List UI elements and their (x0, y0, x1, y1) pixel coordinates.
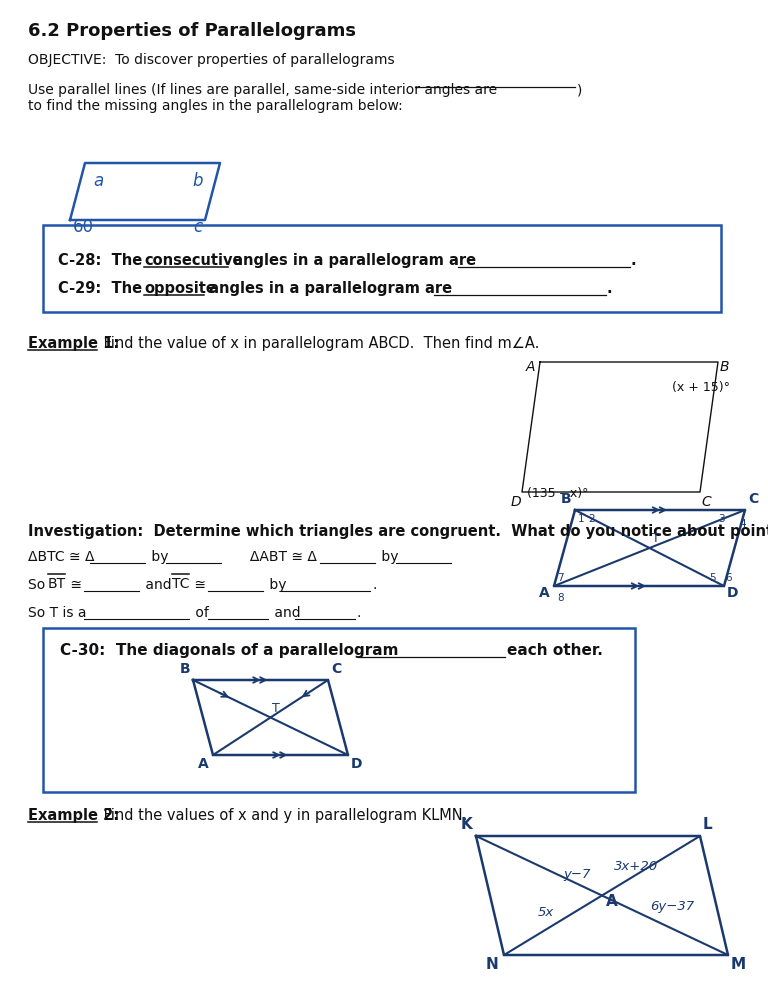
Text: A: A (526, 360, 535, 374)
Text: 3x+20: 3x+20 (614, 860, 658, 873)
Text: angles in a parallelogram are: angles in a parallelogram are (204, 281, 452, 296)
Text: B: B (720, 360, 730, 374)
Text: C: C (331, 662, 341, 676)
Text: ≅: ≅ (190, 578, 206, 592)
Text: by: by (377, 550, 403, 564)
Text: T: T (651, 532, 659, 545)
Text: BT: BT (48, 577, 66, 591)
Text: ≅: ≅ (66, 578, 82, 592)
Text: K: K (461, 817, 473, 832)
Text: 3: 3 (718, 514, 725, 524)
Text: D: D (727, 586, 739, 600)
Text: 1: 1 (578, 514, 584, 524)
Text: TC: TC (172, 577, 190, 591)
Text: by: by (265, 578, 286, 592)
Text: angles in a parallelogram are: angles in a parallelogram are (228, 253, 476, 268)
Text: T: T (273, 703, 280, 716)
Text: a: a (93, 172, 103, 190)
Text: .: . (607, 281, 613, 296)
Text: 6y−37: 6y−37 (650, 900, 694, 913)
Text: C-29:  The: C-29: The (58, 281, 147, 296)
Text: to find the missing angles in the parallelogram below:: to find the missing angles in the parall… (28, 99, 402, 113)
Text: So T is a: So T is a (28, 606, 87, 620)
Text: C: C (748, 492, 758, 506)
Text: .: . (372, 578, 376, 592)
Text: 7: 7 (557, 573, 564, 583)
Text: B: B (180, 662, 190, 676)
Text: Example 1:: Example 1: (28, 336, 119, 351)
Text: and: and (141, 578, 176, 592)
Text: ΔBTC ≅ Δ: ΔBTC ≅ Δ (28, 550, 94, 564)
Text: C-30:  The diagonals of a parallelogram: C-30: The diagonals of a parallelogram (60, 643, 399, 658)
Text: A: A (606, 894, 617, 909)
Text: each other.: each other. (507, 643, 603, 658)
Text: 5: 5 (710, 573, 716, 583)
Text: N: N (486, 957, 498, 972)
Text: C-28:  The: C-28: The (58, 253, 147, 268)
Text: OBJECTIVE:  To discover properties of parallelograms: OBJECTIVE: To discover properties of par… (28, 53, 395, 67)
Text: L: L (703, 817, 713, 832)
Text: 4: 4 (739, 519, 746, 529)
Text: of: of (191, 606, 209, 620)
Text: 2: 2 (588, 514, 594, 524)
Text: .: . (357, 606, 362, 620)
Text: ΔABT ≅ Δ: ΔABT ≅ Δ (228, 550, 317, 564)
Text: Find the value of x in parallelogram ABCD.  Then find m∠A.: Find the value of x in parallelogram ABC… (99, 336, 539, 351)
Text: Example 2:: Example 2: (28, 808, 119, 823)
Text: b: b (192, 172, 203, 190)
Text: opposite: opposite (144, 281, 216, 296)
Text: C: C (701, 495, 710, 509)
FancyBboxPatch shape (43, 225, 721, 312)
Text: ): ) (577, 83, 582, 97)
Text: D: D (351, 757, 362, 771)
FancyBboxPatch shape (43, 628, 635, 792)
Text: consecutive: consecutive (144, 253, 243, 268)
Text: 8: 8 (557, 593, 564, 603)
Text: Use parallel lines (If lines are parallel, same-side interior angles are: Use parallel lines (If lines are paralle… (28, 83, 497, 97)
Text: D: D (511, 495, 521, 509)
Text: B: B (561, 492, 571, 506)
Text: Investigation:  Determine which triangles are congruent.  What do you notice abo: Investigation: Determine which triangles… (28, 524, 768, 539)
Text: y−7: y−7 (563, 868, 591, 881)
Text: 5x: 5x (538, 906, 554, 919)
Text: c: c (193, 218, 202, 236)
Text: A: A (539, 586, 550, 600)
Text: (x + 15)°: (x + 15)° (672, 381, 730, 394)
Text: (135 – x)°: (135 – x)° (527, 487, 588, 500)
Text: 60: 60 (73, 218, 94, 236)
Text: 6: 6 (725, 573, 732, 583)
Text: and: and (270, 606, 300, 620)
Text: Find the values of x and y in parallelogram KLMN.: Find the values of x and y in parallelog… (99, 808, 468, 823)
Text: A: A (198, 757, 209, 771)
Text: .: . (631, 253, 637, 268)
Text: M: M (731, 957, 746, 972)
Text: by: by (147, 550, 173, 564)
Text: So: So (28, 578, 50, 592)
Text: 6.2 Properties of Parallelograms: 6.2 Properties of Parallelograms (28, 22, 356, 40)
